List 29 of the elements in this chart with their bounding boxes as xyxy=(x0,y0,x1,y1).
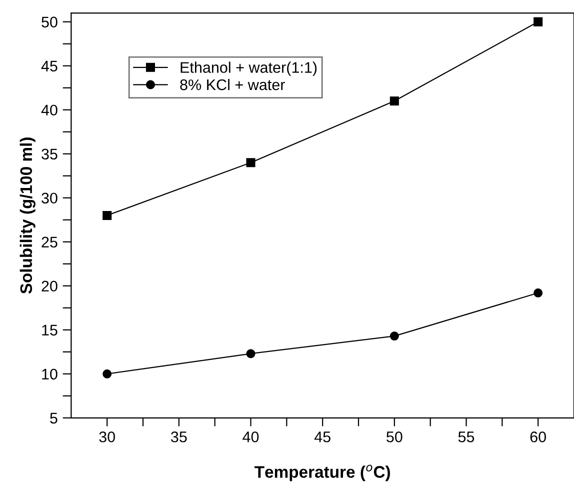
y-tick-label: 5 xyxy=(50,412,58,424)
point xyxy=(246,349,256,358)
point xyxy=(102,210,112,220)
y-tick-label: 35 xyxy=(42,148,58,160)
point xyxy=(102,369,112,378)
point xyxy=(534,17,543,26)
y-tick-label: 20 xyxy=(42,280,58,292)
x-tick-label: 40 xyxy=(242,431,259,442)
point xyxy=(534,288,543,298)
point xyxy=(390,96,399,106)
y-tick-label: 10 xyxy=(42,368,58,380)
point xyxy=(390,332,399,341)
legend-label: Ethanol + water(1:1) xyxy=(180,62,317,76)
y-tick-label: 15 xyxy=(42,324,58,336)
y-axis-title: Solubility (g/100 ml) xyxy=(20,138,36,294)
x-tick-label: 30 xyxy=(99,431,115,442)
x-tick-label: 55 xyxy=(458,432,474,442)
x-tick-label: 45 xyxy=(314,432,330,442)
legend-label: 8% KCl + water xyxy=(180,78,285,90)
x-tick-label: 35 xyxy=(171,431,187,442)
y-tick-label: 45 xyxy=(41,60,58,72)
x-tick-label: 50 xyxy=(386,431,402,442)
y-tick-label: 40 xyxy=(41,104,58,116)
y-tick-label: 25 xyxy=(42,236,58,248)
x-tick-label: 60 xyxy=(530,431,546,442)
y-tick-label: 50 xyxy=(42,16,58,28)
x-axis-title: Temperature ($^{o}$C) xyxy=(254,464,390,482)
point xyxy=(246,158,256,168)
y-tick-label: 30 xyxy=(42,192,58,204)
